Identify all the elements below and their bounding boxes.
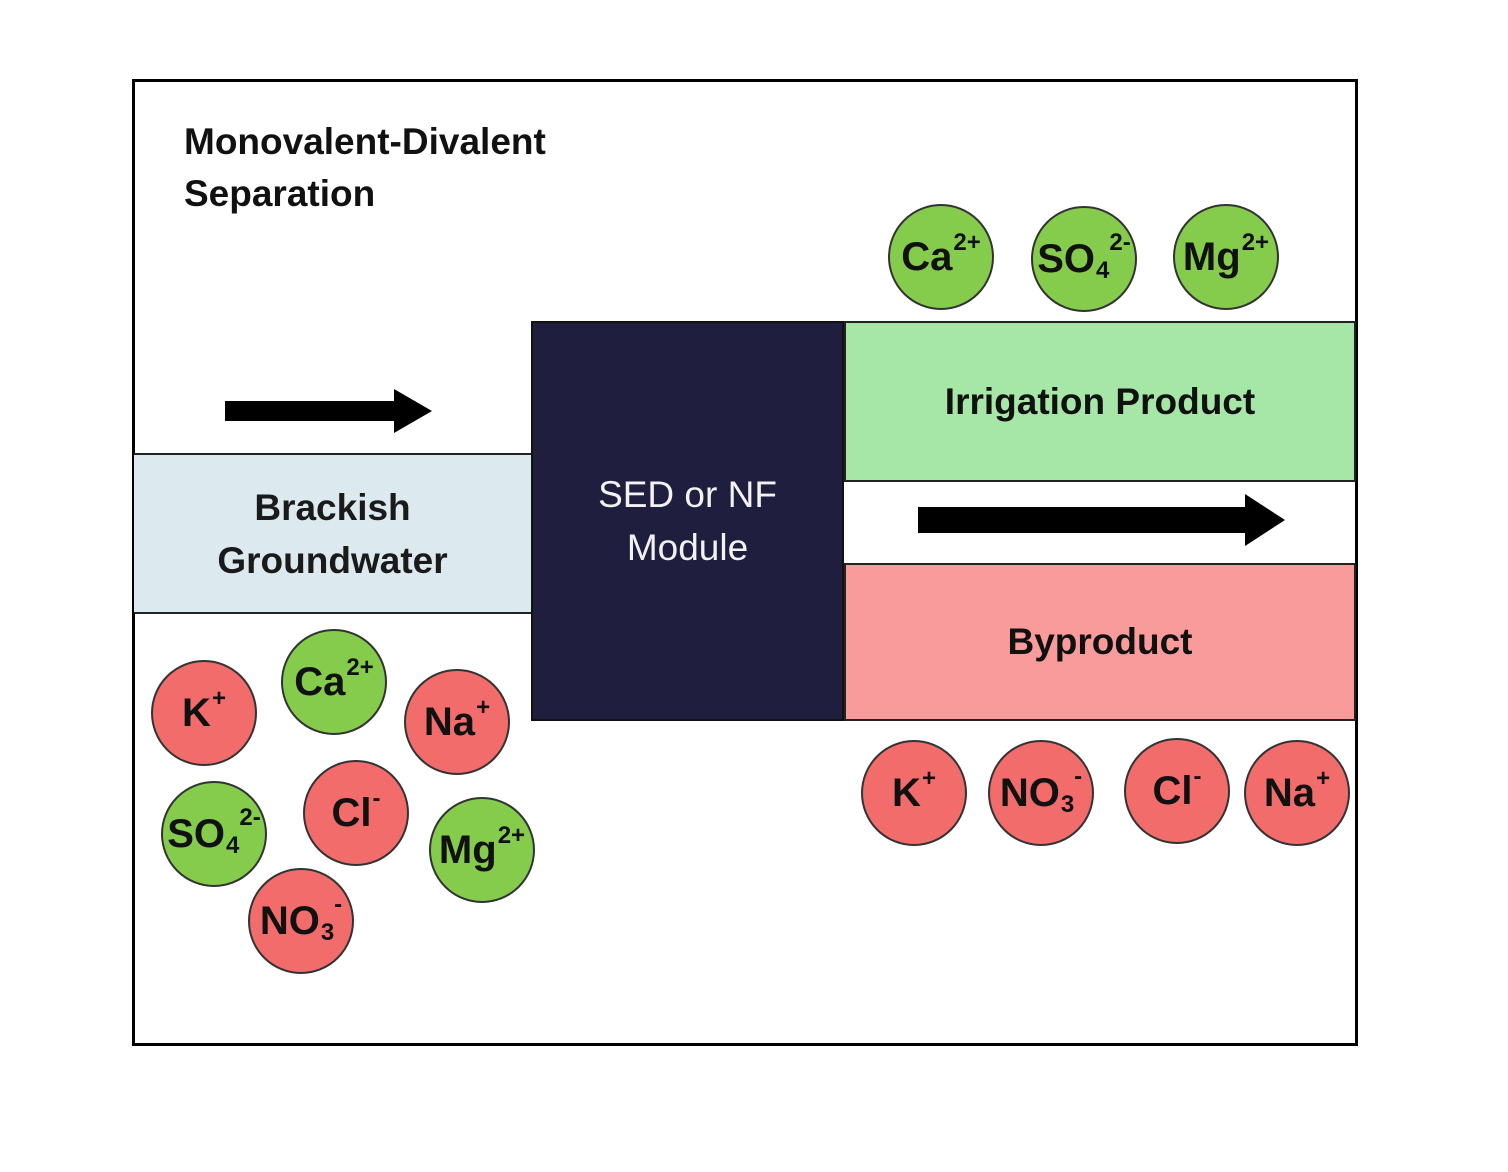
ion-symbol: SO (1037, 236, 1096, 281)
title-line-2: Separation (184, 173, 376, 214)
ion-so4-circle: SO 4 2- (161, 781, 267, 887)
ion-na-circle: Na + (404, 669, 510, 775)
ion-subscript: 3 (1060, 791, 1075, 818)
ion-mg-circle: Mg 2+ (1173, 204, 1279, 310)
ion-charge: 2+ (497, 822, 526, 849)
module-label-line-2: Module (626, 527, 749, 568)
feed-flow-arrow (225, 389, 432, 433)
sed-nf-module-box: SED or NF Module (531, 321, 844, 721)
irrigation-product-box: Irrigation Product (844, 321, 1356, 482)
ion-symbol: NO (259, 898, 320, 943)
product-flow-arrow (918, 494, 1285, 546)
ion-charge: 2+ (346, 654, 374, 681)
ion-symbol: Na (423, 699, 476, 744)
ion-cl-circle: Cl - (303, 760, 409, 866)
irrigation-label: Irrigation Product (944, 380, 1256, 422)
ion-so4-circle: SO 4 2- (1031, 206, 1137, 312)
byproduct-label: Byproduct (1007, 621, 1193, 662)
ion-charge: 2+ (1241, 229, 1270, 256)
ion-ca-circle: Ca 2+ (888, 204, 994, 310)
ion-charge: - (334, 891, 343, 918)
ion-k-circle: K + (861, 740, 967, 846)
ion-symbol: K (182, 690, 211, 735)
ion-subscript: 3 (320, 919, 335, 946)
diagram-title: Monovalent-Divalent Separation (184, 116, 546, 220)
ion-charge: - (372, 785, 381, 812)
brackish-groundwater-box: Brackish Groundwater (134, 453, 531, 614)
ion-mg-circle: Mg 2+ (429, 797, 535, 903)
ion-symbol: Ca (901, 234, 953, 279)
ion-symbol: Ca (294, 659, 346, 704)
ion-charge: 2- (239, 804, 261, 831)
ion-charge: - (1074, 763, 1083, 790)
ion-symbol: SO (167, 811, 226, 856)
ion-symbol: Mg (1182, 234, 1241, 279)
byproduct-box: Byproduct (844, 563, 1356, 721)
ion-charge: - (1193, 763, 1202, 790)
ion-symbol: Cl (331, 790, 372, 835)
ion-symbol: NO (999, 770, 1060, 815)
ion-symbol: Na (1263, 770, 1316, 815)
ion-charge: + (1316, 765, 1331, 792)
ion-subscript: 4 (226, 832, 240, 859)
ion-ca-circle: Ca 2+ (281, 629, 387, 735)
ion-subscript: 4 (1096, 257, 1110, 284)
module-label-line-1: SED or NF (598, 474, 777, 515)
ion-symbol: Cl (1152, 768, 1193, 813)
ion-cl-circle: Cl - (1124, 738, 1230, 844)
ion-charge: + (476, 694, 491, 721)
title-line-1: Monovalent-Divalent (184, 121, 546, 162)
feed-label-line-1: Brackish (254, 486, 411, 528)
ion-no3-circle: NO 3- (988, 740, 1094, 846)
ion-no3-circle: NO 3- (248, 868, 354, 974)
ion-charge: 2- (1109, 229, 1131, 256)
ion-symbol: Mg (438, 827, 497, 872)
ion-charge: 2+ (953, 229, 981, 256)
ion-charge: + (211, 685, 226, 712)
ion-k-circle: K + (151, 660, 257, 766)
ion-symbol: K (892, 770, 921, 815)
ion-na-circle: Na + (1244, 740, 1350, 846)
ion-charge: + (921, 765, 936, 792)
feed-label-line-2: Groundwater (217, 539, 448, 581)
